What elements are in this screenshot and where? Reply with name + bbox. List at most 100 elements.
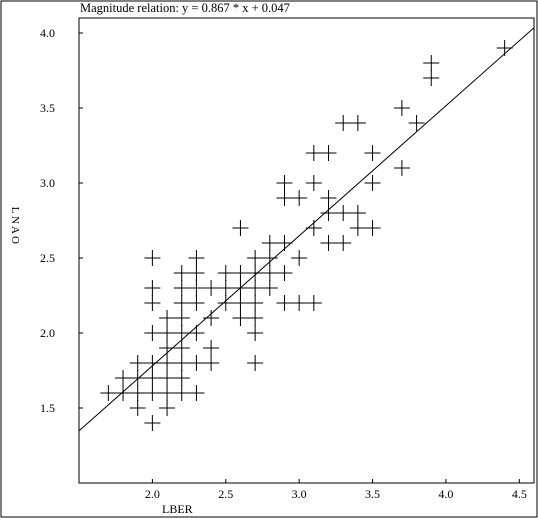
data-point xyxy=(129,385,146,401)
data-point xyxy=(364,220,381,236)
regression-line xyxy=(78,27,535,432)
data-point xyxy=(188,325,205,341)
data-point xyxy=(423,70,440,86)
data-point xyxy=(173,310,190,326)
data-point xyxy=(276,235,293,251)
data-point xyxy=(276,295,293,311)
data-point xyxy=(335,205,352,221)
y-axis-label-char: N xyxy=(9,216,21,224)
data-point xyxy=(188,265,205,281)
y-tick-label: 3.0 xyxy=(40,176,55,190)
data-point xyxy=(144,280,161,296)
data-point xyxy=(335,115,352,131)
data-point xyxy=(144,415,161,431)
data-point xyxy=(247,295,264,311)
y-axis-label-char: A xyxy=(9,226,21,234)
x-tick-label: 3.5 xyxy=(365,487,380,501)
data-point xyxy=(247,355,264,371)
x-tick-label: 3.0 xyxy=(292,487,307,501)
x-axis: 2.0 2.5 3.0 3.5 4.0 4.5 xyxy=(145,479,527,501)
data-point xyxy=(188,385,205,401)
data-point xyxy=(144,370,161,386)
data-point xyxy=(305,295,322,311)
data-point xyxy=(173,280,190,296)
data-point xyxy=(305,175,322,191)
data-point xyxy=(115,370,132,386)
data-point xyxy=(144,295,161,311)
chart-title: Magnitude relation: y = 0.867 * x + 0.04… xyxy=(80,1,290,15)
data-point xyxy=(203,355,220,371)
data-point xyxy=(232,265,249,281)
data-point xyxy=(320,205,337,221)
data-point xyxy=(393,100,410,116)
data-point xyxy=(159,310,176,326)
data-point xyxy=(144,355,161,371)
data-points xyxy=(100,40,513,431)
data-point xyxy=(320,235,337,251)
data-point xyxy=(173,355,190,371)
data-point xyxy=(129,370,146,386)
data-point xyxy=(188,280,205,296)
data-point xyxy=(144,385,161,401)
y-tick-label: 2.5 xyxy=(40,251,55,265)
y-axis: 1.5 2.0 2.5 3.0 3.5 4.0 xyxy=(40,26,83,415)
data-point xyxy=(173,265,190,281)
data-point xyxy=(305,145,322,161)
data-point xyxy=(173,340,190,356)
data-point xyxy=(320,190,337,206)
data-point xyxy=(129,400,146,416)
data-point xyxy=(203,340,220,356)
data-point xyxy=(173,385,190,401)
data-point xyxy=(320,145,337,161)
data-point xyxy=(144,325,161,341)
data-point xyxy=(232,220,249,236)
data-point xyxy=(115,385,132,401)
x-tick-label: 2.0 xyxy=(145,487,160,501)
data-point xyxy=(159,370,176,386)
data-point xyxy=(173,325,190,341)
data-point xyxy=(100,385,117,401)
x-tick-label: 2.5 xyxy=(218,487,233,501)
data-point xyxy=(188,250,205,266)
y-tick-label: 4.0 xyxy=(40,26,55,40)
data-point xyxy=(129,355,146,371)
data-point xyxy=(393,160,410,176)
data-point xyxy=(276,265,293,281)
data-point xyxy=(261,235,278,251)
data-point xyxy=(217,295,234,311)
data-point xyxy=(423,55,440,71)
data-point xyxy=(349,220,366,236)
data-point xyxy=(188,355,205,371)
data-point xyxy=(247,310,264,326)
data-point xyxy=(261,250,278,266)
data-point xyxy=(159,340,176,356)
data-point xyxy=(349,205,366,221)
data-point xyxy=(247,325,264,341)
data-point xyxy=(364,145,381,161)
x-tick-label: 4.5 xyxy=(512,487,527,501)
data-point xyxy=(159,385,176,401)
data-point xyxy=(261,265,278,281)
data-point xyxy=(232,280,249,296)
data-point xyxy=(159,355,176,371)
data-point xyxy=(188,295,205,311)
y-tick-label: 3.5 xyxy=(40,101,55,115)
data-point xyxy=(232,310,249,326)
plot-area xyxy=(78,17,535,484)
data-point xyxy=(203,310,220,326)
y-axis-label-char: L xyxy=(9,207,21,214)
data-point xyxy=(364,175,381,191)
data-point xyxy=(408,115,425,131)
regression-line-group xyxy=(78,27,535,432)
data-point xyxy=(496,40,513,56)
data-point xyxy=(276,190,293,206)
data-point xyxy=(291,190,308,206)
data-point xyxy=(291,295,308,311)
data-point xyxy=(291,250,308,266)
data-point xyxy=(261,280,278,296)
data-point xyxy=(247,265,264,281)
data-point xyxy=(335,235,352,251)
